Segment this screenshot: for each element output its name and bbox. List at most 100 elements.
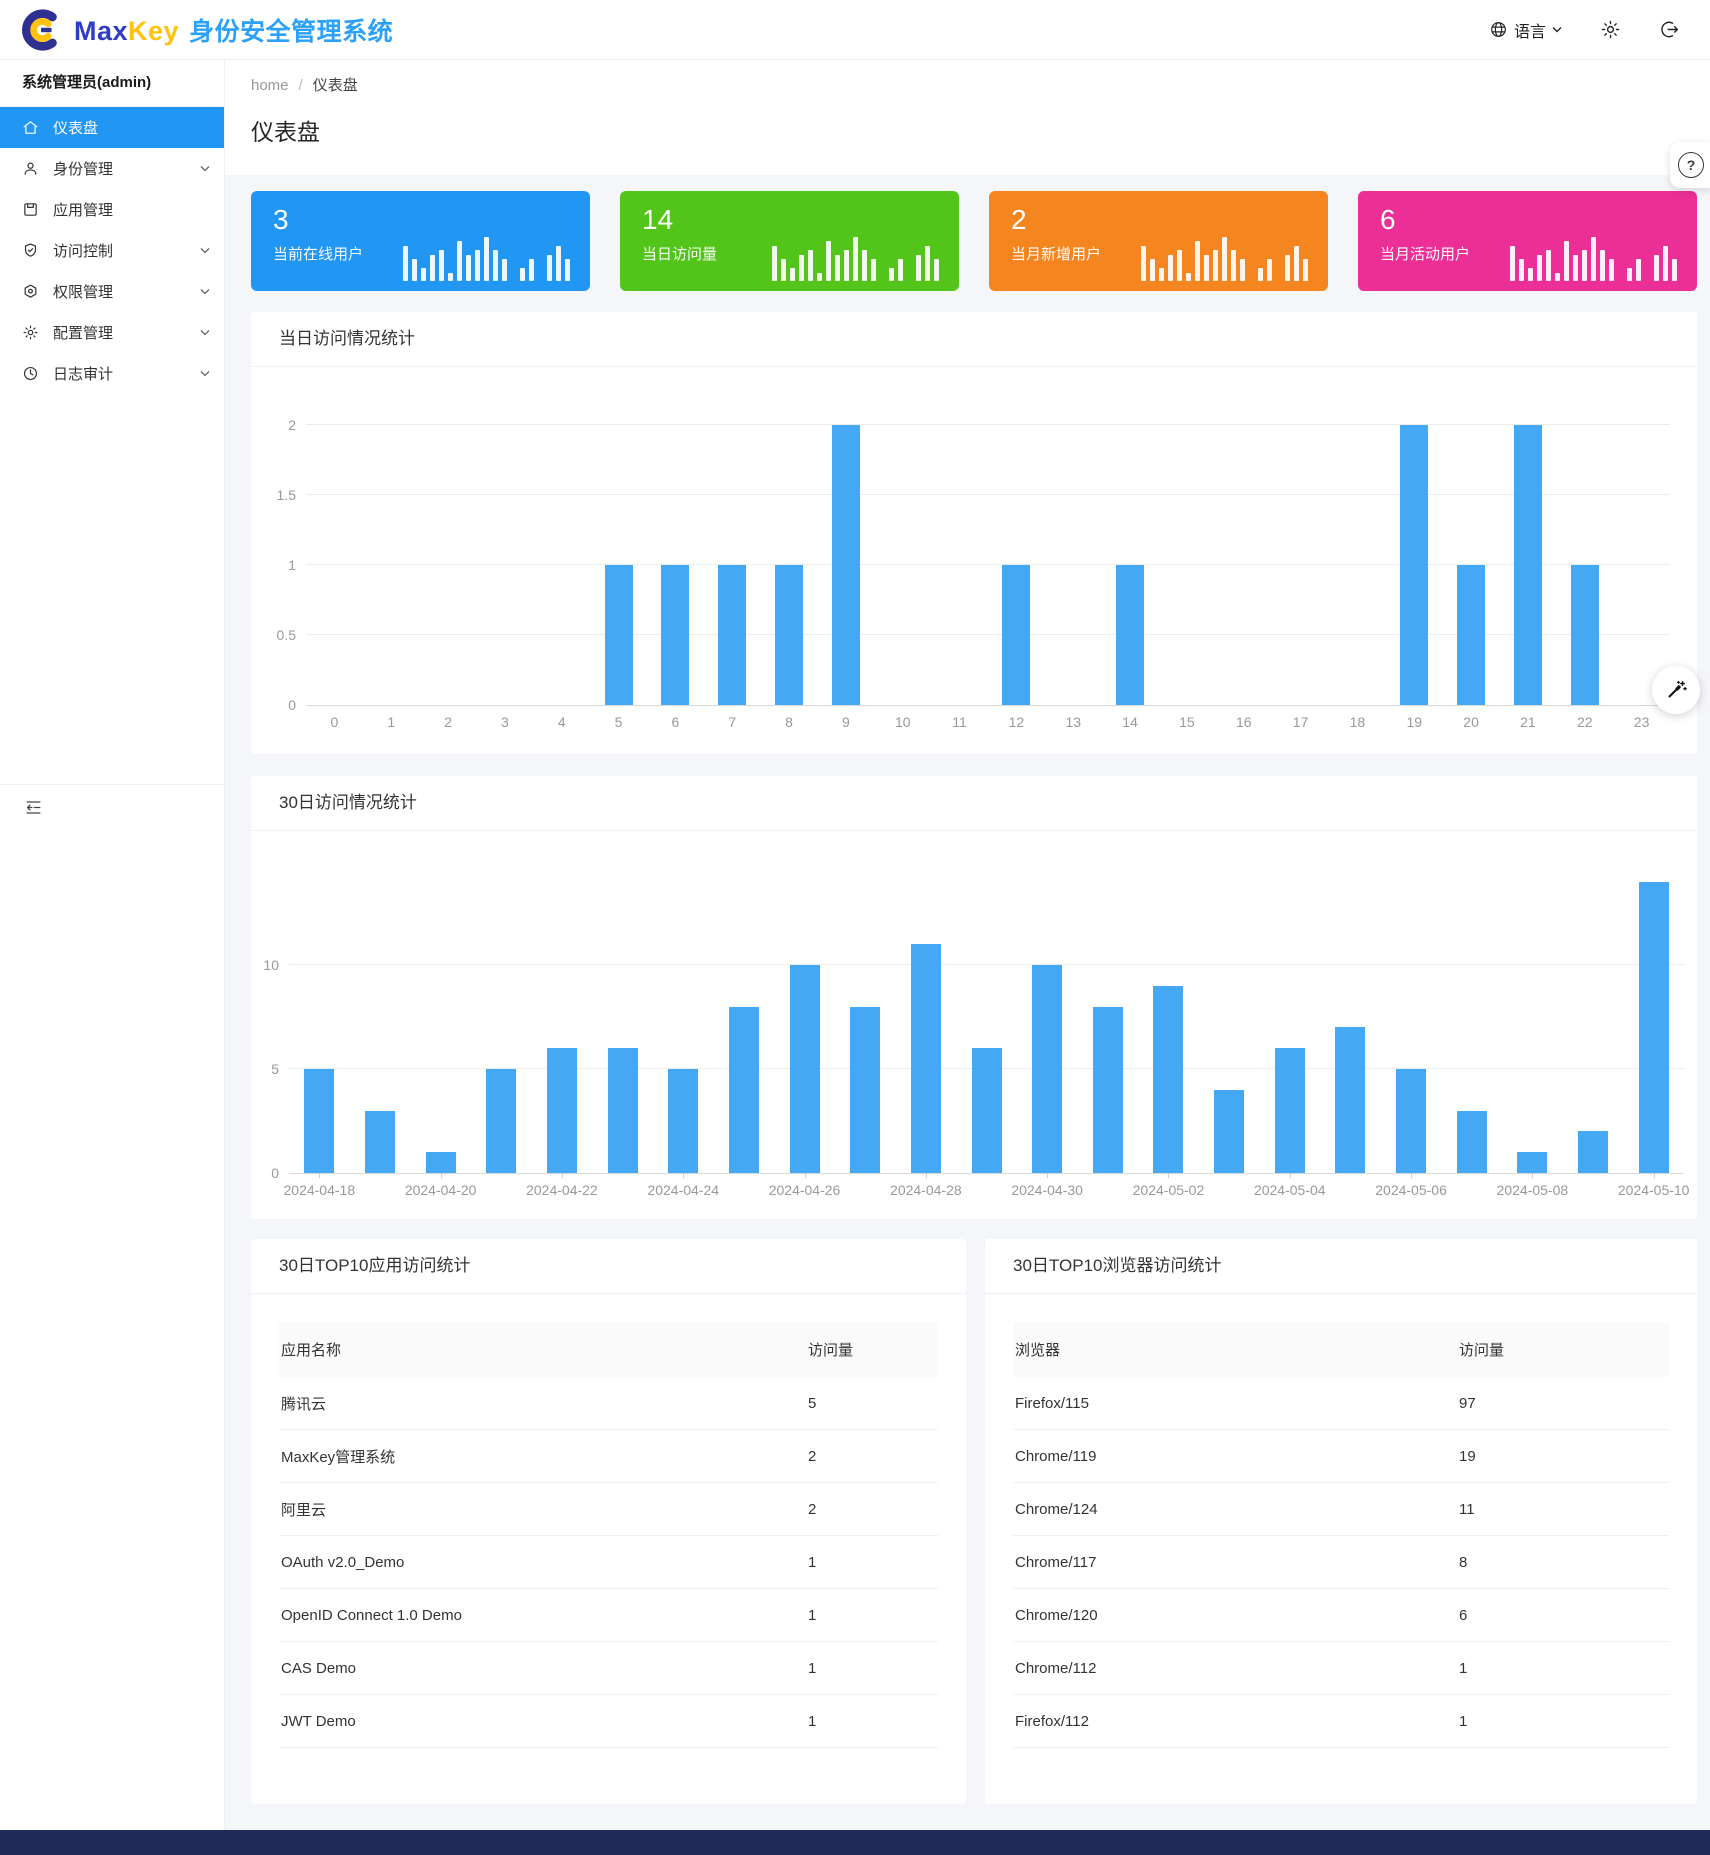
- sidebar-item-permission[interactable]: 权限管理: [0, 271, 224, 312]
- app-name-cell: OAuth v2.0_Demo: [281, 1553, 405, 1571]
- x-axis-tick-label: 7: [728, 714, 737, 730]
- mini-bar: [412, 259, 417, 281]
- sidebar-menu: 仪表盘 身份管理 应用管理访问控制权限管理配置管理 日志审计: [0, 107, 224, 394]
- chart-bar: [1214, 1089, 1245, 1173]
- mini-bar: [772, 245, 777, 281]
- browser-name-cell: Chrome/120: [1015, 1606, 1098, 1624]
- mini-bar: [493, 250, 498, 281]
- help-button[interactable]: ?: [1670, 142, 1710, 188]
- mini-bar-chart: [403, 235, 570, 281]
- x-axis-tick-label: 17: [1292, 714, 1309, 730]
- x-axis-tick-label: 2024-05-06: [1375, 1182, 1447, 1198]
- chart-bar: [364, 1110, 395, 1173]
- x-axis-tick-mark: [1168, 1173, 1170, 1178]
- mini-bar: [1582, 250, 1587, 281]
- hourly-visits-panel: 当日访问情况统计 0 0.5 1 1.5 2 0 1 2 3 4 5 6 7 8 9 10 11 12 13 14 15…: [251, 312, 1697, 754]
- y-axis-tick-label: 2: [288, 417, 296, 433]
- mini-bar: [1213, 250, 1218, 281]
- mini-bar: [1141, 245, 1146, 281]
- y-axis-tick-label: 0: [288, 697, 296, 713]
- sidebar: 系统管理员(admin) 仪表盘 身份管理 应用管理访问控制权限管理配置管理 日志审计: [0, 59, 225, 1830]
- chart-bar: [304, 1069, 335, 1173]
- x-axis-tick-label: 16: [1235, 714, 1252, 730]
- visits-cell: 1: [808, 1712, 817, 1730]
- chart-bar: [1400, 425, 1429, 705]
- mini-bar: [421, 268, 426, 281]
- visits-cell: 2: [808, 1447, 817, 1465]
- x-axis-tick-label: 21: [1520, 714, 1536, 730]
- language-switcher[interactable]: 语言: [1489, 18, 1562, 42]
- mini-bar: [430, 254, 435, 281]
- y-axis-tick-label: 10: [263, 957, 279, 973]
- question-mark-icon: ?: [1678, 152, 1704, 178]
- stat-label: 当日访问量: [642, 246, 718, 263]
- y-axis-tick-label: 0: [271, 1165, 279, 1181]
- panel-title: 30日TOP10浏览器访问统计: [985, 1239, 1697, 1294]
- x-axis-tick-mark: [683, 1173, 685, 1178]
- mini-bar: [1555, 272, 1560, 281]
- brand-max: Max: [74, 15, 129, 46]
- x-axis-tick-label: 10: [894, 714, 911, 730]
- home-icon: [22, 119, 40, 137]
- app-name-cell: 腾讯云: [281, 1395, 327, 1413]
- sidebar-item-label: 权限管理: [53, 284, 114, 301]
- mini-bar: [565, 259, 570, 281]
- mini-bar: [1573, 254, 1578, 281]
- x-axis-tick-label: 11: [952, 714, 967, 730]
- mini-bar: [934, 259, 939, 281]
- chevron-down-icon: [200, 247, 210, 254]
- sidebar-user-label: 系统管理员(admin): [0, 59, 224, 107]
- stat-card-month-active-users: 6 当月活动用户: [1358, 191, 1697, 291]
- app-icon: [22, 201, 40, 219]
- x-axis-tick-label: 6: [671, 714, 680, 730]
- browser-name-cell: Firefox/115: [1015, 1394, 1089, 1412]
- sidebar-item-config[interactable]: 配置管理: [0, 312, 224, 353]
- mini-bar: [1195, 241, 1200, 281]
- gridline: [289, 964, 1684, 965]
- chart-bar: [607, 1048, 638, 1173]
- sidebar-item-label: 访问控制: [53, 243, 114, 260]
- x-axis-tick-mark: [319, 1173, 321, 1178]
- mini-bar: [1303, 259, 1308, 281]
- column-header: 访问量: [1459, 1342, 1505, 1359]
- globe-icon: [1489, 20, 1508, 39]
- mini-bar: [889, 268, 894, 281]
- browser-name-cell: Chrome/119: [1015, 1447, 1097, 1465]
- chart-bar: [789, 965, 820, 1173]
- chart-bar: [728, 1006, 759, 1173]
- brand-key: Key: [128, 15, 180, 46]
- chart-bar: [1638, 881, 1669, 1173]
- shield-icon: [22, 242, 40, 260]
- breadcrumb-home-link[interactable]: home: [251, 77, 289, 94]
- mini-bar: [448, 272, 453, 281]
- mini-bar: [790, 268, 795, 281]
- mini-bar: [871, 259, 876, 281]
- chart-bar: [668, 1069, 699, 1173]
- logout-button[interactable]: [1659, 19, 1680, 40]
- x-axis-tick-label: 3: [501, 714, 509, 730]
- sidebar-item-access[interactable]: 访问控制: [0, 230, 224, 271]
- visits-cell: 1: [1459, 1712, 1468, 1730]
- mini-bar: [1285, 254, 1290, 281]
- daily-visits-chart: 0 5 10 2024-04-18 2024-04-20 2024-04-22 2024-0…: [263, 861, 1689, 1198]
- app-name-cell: OpenID Connect 1.0 Demo: [281, 1606, 462, 1624]
- chart-bar: [850, 1006, 881, 1173]
- x-axis-tick-label: 15: [1179, 714, 1195, 730]
- table-header-row: 浏览器 访问量: [1013, 1322, 1669, 1377]
- collapse-sidebar-button[interactable]: [24, 798, 43, 817]
- sidebar-item-audit[interactable]: 日志审计: [0, 353, 224, 394]
- mini-bar: [1564, 241, 1569, 281]
- sidebar-item-identity[interactable]: 身份管理: [0, 148, 224, 189]
- theme-magic-button[interactable]: [1652, 666, 1700, 714]
- mini-bar: [799, 254, 804, 281]
- settings-button[interactable]: [1600, 19, 1621, 40]
- sidebar-item-dashboard[interactable]: 仪表盘: [0, 107, 224, 148]
- app-name-cell: 阿里云: [281, 1501, 327, 1519]
- table-row: OpenID Connect 1.0 Demo 1: [279, 1589, 938, 1642]
- brand: MaxKey 身份安全管理系统: [74, 12, 393, 48]
- stat-cards-row: 3 当前在线用户 14 当日访问量 2 当月新增用户 6 当月活动用户: [251, 191, 1697, 291]
- sidebar-item-apps[interactable]: 应用管理: [0, 189, 224, 230]
- chevron-down-icon: [200, 370, 210, 377]
- chart-bar: [1002, 565, 1031, 705]
